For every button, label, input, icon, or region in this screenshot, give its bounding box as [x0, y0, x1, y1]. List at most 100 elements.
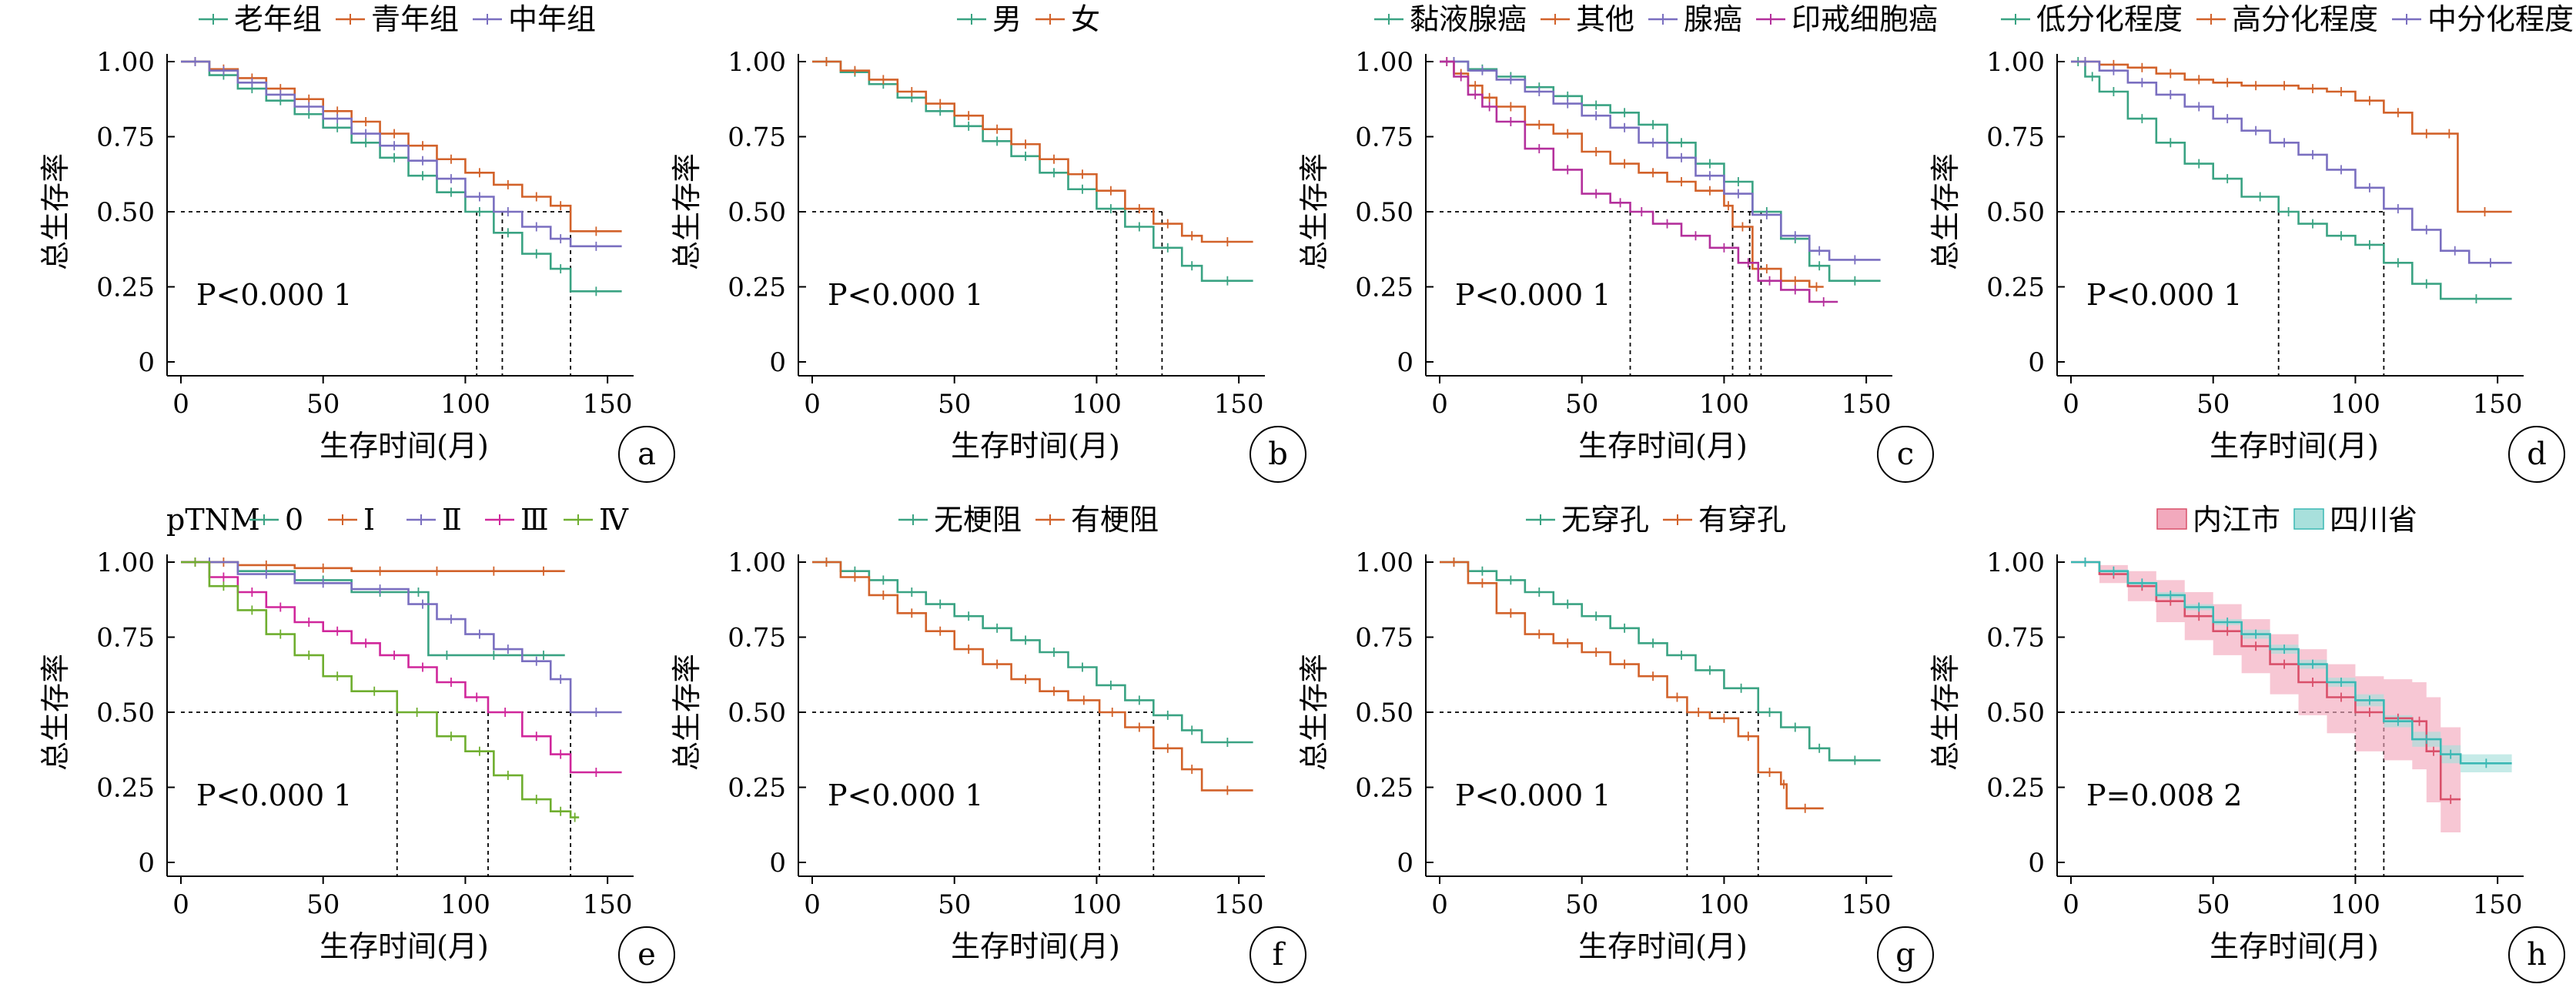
legend-label: 有穿孔 — [1698, 503, 1786, 537]
x-axis-title: 生存时间(月) — [1578, 929, 1748, 963]
y-axis-title: 总生存率 — [670, 654, 704, 771]
y-tick-label: 0.25 — [728, 273, 786, 303]
y-tick-label: 1.00 — [728, 547, 786, 578]
y-tick-label: 0 — [769, 347, 786, 378]
x-tick-label: 0 — [2062, 389, 2079, 420]
legend-label: Ⅰ — [363, 503, 375, 537]
legend-entry-中分化程度: 中分化程度 — [2392, 2, 2574, 36]
legend: 无穿孔 有穿孔 — [1526, 503, 1786, 537]
x-axis-title: 生存时间(月) — [1578, 429, 1748, 463]
survival-curve-其他 — [1440, 60, 1824, 288]
panel-letter-text: d — [2527, 437, 2547, 472]
p-value: P<0.000 1 — [1455, 778, 1611, 812]
x-tick-label: 0 — [2062, 889, 2079, 920]
legend-label: 高分化程度 — [2232, 2, 2378, 36]
legend-label: Ⅳ — [599, 503, 629, 537]
legend-entry-黏液腺癌: 黏液腺癌 — [1374, 2, 1527, 36]
y-tick-label: 0.75 — [96, 122, 155, 153]
x-tick-label: 0 — [172, 889, 189, 920]
y-tick-label: 0 — [2028, 347, 2045, 378]
legend-entry-无穿孔: 无穿孔 — [1526, 503, 1649, 537]
x-tick-label: 50 — [2196, 389, 2230, 420]
survival-curve-印戒细胞癌 — [1440, 60, 1838, 303]
x-tick-label: 100 — [1699, 389, 1749, 420]
legend-label: 0 — [285, 503, 303, 537]
x-tick-label: 50 — [2196, 889, 2230, 920]
y-axis-title: 总生存率 — [1297, 153, 1331, 270]
y-tick-label: 0.25 — [96, 273, 155, 303]
legend-label: 中分化程度 — [2427, 2, 2574, 36]
x-tick-label: 0 — [1431, 389, 1448, 420]
survival-curve-腺癌 — [1440, 60, 1881, 261]
survival-curve-有穿孔 — [1440, 561, 1824, 810]
panel-letter-b: b — [1250, 426, 1306, 483]
x-tick-label: 100 — [2330, 889, 2380, 920]
panel-letter-text: e — [637, 937, 656, 973]
panel-letter-circle — [1250, 926, 1306, 983]
survival-curve-男 — [812, 60, 1253, 282]
survival-curve-中分化程度 — [2071, 60, 2512, 264]
legend-entry-高分化程度: 高分化程度 — [2196, 2, 2378, 36]
legend: 低分化程度 高分化程度 中分化程度 — [2001, 2, 2574, 36]
y-tick-label: 0.75 — [1986, 623, 2045, 654]
y-tick-label: 0.75 — [728, 623, 786, 654]
y-tick-label: 0.75 — [728, 122, 786, 153]
p-value: P<0.000 1 — [828, 278, 983, 312]
legend-label: 女 — [1071, 2, 1100, 36]
y-tick-label: 0 — [1397, 347, 1413, 378]
legend-label: 腺癌 — [1684, 2, 1742, 36]
p-value: P<0.000 1 — [2086, 278, 2242, 312]
y-tick-label: 0.50 — [1986, 197, 2045, 228]
legend-entry-内江市: 内江市 — [2156, 503, 2280, 537]
panel-letter-circle — [1250, 426, 1306, 483]
y-tick-label: 0.50 — [96, 698, 155, 728]
legend-entry-0: 0 — [249, 503, 303, 537]
x-tick-label: 150 — [2473, 889, 2523, 920]
y-tick-label: 0 — [138, 848, 155, 879]
survival-curve-Ⅱ — [181, 561, 622, 714]
survival-curve-无穿孔 — [1440, 561, 1881, 762]
ci-band-四川省 — [2071, 562, 2512, 772]
y-tick-label: 0.75 — [96, 623, 155, 654]
p-value: P<0.000 1 — [196, 278, 352, 312]
y-tick-label: 0.75 — [1986, 122, 2045, 153]
p-value: P<0.000 1 — [196, 778, 352, 812]
y-tick-label: 0.75 — [1355, 623, 1413, 654]
legend-label: 青年组 — [371, 2, 459, 36]
legend-entry-其他: 其他 — [1541, 2, 1634, 36]
x-tick-label: 150 — [2473, 389, 2523, 420]
panel-letter-text: g — [1895, 937, 1915, 973]
y-tick-label: 0.25 — [1355, 273, 1413, 303]
panel-letter-c: c — [1877, 426, 1934, 483]
survival-curve-老年组 — [181, 60, 622, 293]
y-tick-label: 1.00 — [1986, 547, 2045, 578]
legend-entry-Ⅳ: Ⅳ — [564, 503, 629, 537]
x-axis-title: 生存时间(月) — [319, 429, 489, 463]
x-axis-title: 生存时间(月) — [2210, 429, 2379, 463]
x-tick-label: 0 — [1431, 889, 1448, 920]
legend-label: 低分化程度 — [2036, 2, 2183, 36]
x-tick-label: 150 — [1842, 889, 1892, 920]
legend-entry-男: 男 — [957, 2, 1022, 36]
x-axis-title: 生存时间(月) — [951, 929, 1120, 963]
x-tick-label: 100 — [1072, 389, 1122, 420]
panel-letter-text: c — [1897, 437, 1914, 472]
panel-letter-text: a — [637, 437, 656, 472]
panel-letter-g: g — [1877, 926, 1934, 983]
legend-entry-四川省: 四川省 — [2293, 503, 2417, 537]
y-tick-label: 1.00 — [728, 47, 786, 78]
y-tick-label: 0 — [138, 347, 155, 378]
y-tick-label: 0.50 — [1355, 197, 1413, 228]
survival-curve-低分化程度 — [2071, 60, 2512, 300]
panel-letter-f: f — [1250, 926, 1306, 983]
y-tick-label: 1.00 — [1355, 547, 1413, 578]
y-tick-label: 1.00 — [1355, 47, 1413, 78]
survival-curve-无梗阻 — [812, 561, 1253, 744]
legend-entry-无梗阻: 无梗阻 — [898, 503, 1022, 537]
legend-swatch — [2293, 508, 2324, 530]
panel-letter-h: h — [2508, 926, 2565, 983]
panel-letter-circle — [1877, 926, 1934, 983]
